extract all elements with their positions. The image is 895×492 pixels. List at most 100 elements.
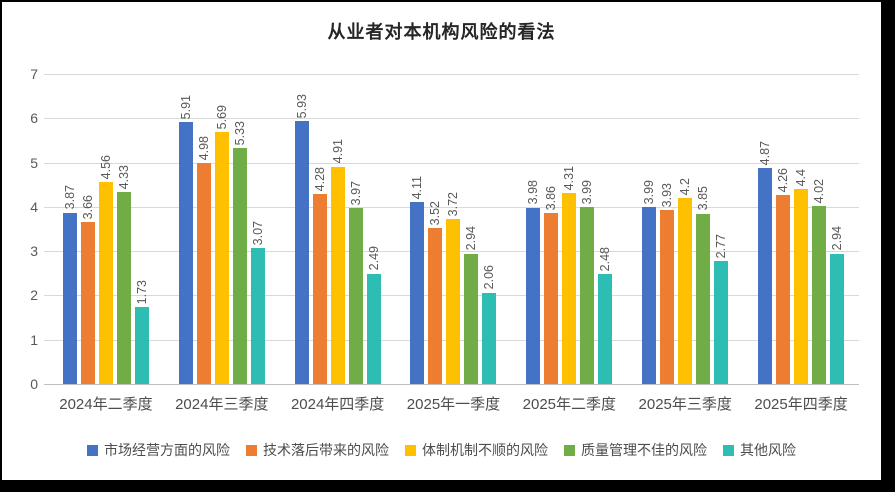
bar-data-label: 4.2 xyxy=(678,177,693,195)
legend-swatch-icon xyxy=(87,444,98,456)
x-category-label: 2025年三季度 xyxy=(638,396,732,413)
y-tick-label: 5 xyxy=(30,154,38,171)
bar-data-label: 3.99 xyxy=(580,179,595,205)
bar-data-label: 4.91 xyxy=(330,139,345,164)
bar-group: 5.91 4.98 5.69 5.33 3.07 xyxy=(164,74,280,384)
legend-swatch-icon xyxy=(246,444,257,456)
bar-group: 3.99 3.93 4.2 3.85 2.77 xyxy=(627,74,743,384)
legend-item: 市场经营方面的风险 xyxy=(87,440,230,460)
bar: 4.11 xyxy=(410,176,425,384)
bar-group: 3.98 3.86 4.31 3.99 2.48 xyxy=(511,74,627,384)
bar: 3.07 xyxy=(250,221,265,384)
legend-item: 体制机制不顺的风险 xyxy=(405,440,548,460)
bar-data-label: 2.49 xyxy=(366,246,381,271)
bar: 5.93 xyxy=(294,94,309,384)
bar-data-label: 5.93 xyxy=(294,94,309,119)
y-tick-label: 1 xyxy=(30,331,38,348)
bar: 4.31 xyxy=(562,166,577,384)
bar: 2.94 xyxy=(830,226,845,384)
bar-data-label: 3.93 xyxy=(660,182,675,207)
grid-line xyxy=(44,74,859,75)
legend-label: 体制机制不顺的风险 xyxy=(422,442,548,458)
chart-title: 从业者对本机构风险的看法 xyxy=(327,22,556,42)
legend-label: 市场经营方面的风险 xyxy=(104,442,230,458)
bar-data-label: 3.85 xyxy=(696,186,711,211)
bar-data-label: 4.98 xyxy=(196,136,211,161)
bar-data-label: 4.33 xyxy=(116,164,131,190)
bar-data-label: 2.94 xyxy=(464,226,479,251)
bar: 3.99 xyxy=(642,180,657,384)
y-tick-label: 4 xyxy=(30,198,38,215)
bar: 2.06 xyxy=(482,265,497,384)
bar-data-label: 2.48 xyxy=(598,246,613,272)
bar: 3.86 xyxy=(544,186,559,384)
bar-group: 4.87 4.26 4.4 4.02 2.94 xyxy=(743,74,859,384)
bar: 4.33 xyxy=(116,165,131,384)
x-category-label: 2024年三季度 xyxy=(175,396,269,413)
bar-data-label: 3.07 xyxy=(250,220,265,246)
legend-item: 其他风险 xyxy=(723,440,796,460)
grid-line xyxy=(44,206,859,208)
bar: 3.85 xyxy=(696,186,711,384)
bar: 1.73 xyxy=(134,280,149,384)
legend-item: 技术落后带来的风险 xyxy=(246,440,389,460)
bar: 5.69 xyxy=(214,105,229,384)
legend-label: 技术落后带来的风险 xyxy=(263,442,389,458)
x-category-label: 2025年一季度 xyxy=(406,396,501,413)
bar-data-label: 4.11 xyxy=(410,175,425,199)
grid-line xyxy=(44,162,859,164)
bar-data-label: 4.26 xyxy=(776,168,791,193)
bar: 4.28 xyxy=(312,167,327,384)
bar: 4.87 xyxy=(758,141,773,384)
bar: 4.91 xyxy=(330,139,345,384)
bar-data-label: 3.86 xyxy=(544,185,559,211)
bar-data-label: 5.69 xyxy=(214,104,229,130)
bar: 3.87 xyxy=(62,185,77,384)
grid-line xyxy=(44,384,859,385)
bar-group: 5.93 4.28 4.91 3.97 2.49 xyxy=(280,74,396,384)
bar-data-label: 3.97 xyxy=(348,180,363,206)
legend-label: 质量管理不佳的风险 xyxy=(581,442,707,458)
grid-line xyxy=(44,118,859,120)
legend-item: 质量管理不佳的风险 xyxy=(564,440,707,460)
bar: 4.56 xyxy=(98,155,113,384)
bar-data-label: 3.98 xyxy=(526,180,541,205)
bar-data-label: 4.87 xyxy=(758,141,773,166)
bar: 3.99 xyxy=(580,180,595,384)
bar: 4.26 xyxy=(776,168,791,384)
y-tick-label: 7 xyxy=(30,66,38,82)
bar: 4.4 xyxy=(794,169,809,384)
bar: 3.72 xyxy=(446,192,461,384)
x-category-label: 2025年二季度 xyxy=(522,396,617,413)
bar-data-label: 4.02 xyxy=(812,178,827,203)
bar-data-label: 4.4 xyxy=(794,168,809,187)
chart-canvas: 从业者对本机构风险的看法 0 1 2 3 4 5 6 7 3.87 3.66 4.56 4.33 1.… xyxy=(2,2,881,480)
y-tick-label: 3 xyxy=(30,243,38,260)
x-category-label: 2025年四季度 xyxy=(754,396,848,413)
bar: 4.2 xyxy=(678,178,693,384)
y-tick-label: 2 xyxy=(30,287,38,304)
legend-label: 其他风险 xyxy=(740,442,796,458)
bar-data-label: 4.31 xyxy=(562,165,577,191)
bar-group: 4.11 3.52 3.72 2.94 2.06 xyxy=(396,74,512,384)
bar-data-label: 4.56 xyxy=(98,154,113,180)
x-category-label: 2024年四季度 xyxy=(290,396,385,413)
legend-swatch-icon xyxy=(405,444,416,456)
bar-group: 3.87 3.66 4.56 4.33 1.73 xyxy=(48,74,164,384)
legend: 市场经营方面的风险 技术落后带来的风险 体制机制不顺的风险 质量管理不佳的风险 其他风险 xyxy=(2,440,881,460)
bar-data-label: 4.28 xyxy=(312,167,327,192)
bar-data-label: 3.66 xyxy=(80,194,95,219)
bar-data-label: 5.33 xyxy=(232,120,247,145)
bar: 3.52 xyxy=(428,201,443,384)
bar-data-label: 5.91 xyxy=(178,94,193,120)
bar: 2.49 xyxy=(366,246,381,384)
y-tick-label: 0 xyxy=(30,376,38,392)
y-tick-label: 6 xyxy=(30,110,38,127)
bar: 2.48 xyxy=(598,247,613,384)
legend-swatch-icon xyxy=(723,444,734,456)
bar: 2.77 xyxy=(714,234,729,384)
x-category-label: 2024年二季度 xyxy=(59,396,153,413)
bar-data-label: 3.72 xyxy=(446,191,461,217)
bar-data-label: 3.99 xyxy=(642,179,657,205)
bar: 3.93 xyxy=(660,183,675,384)
